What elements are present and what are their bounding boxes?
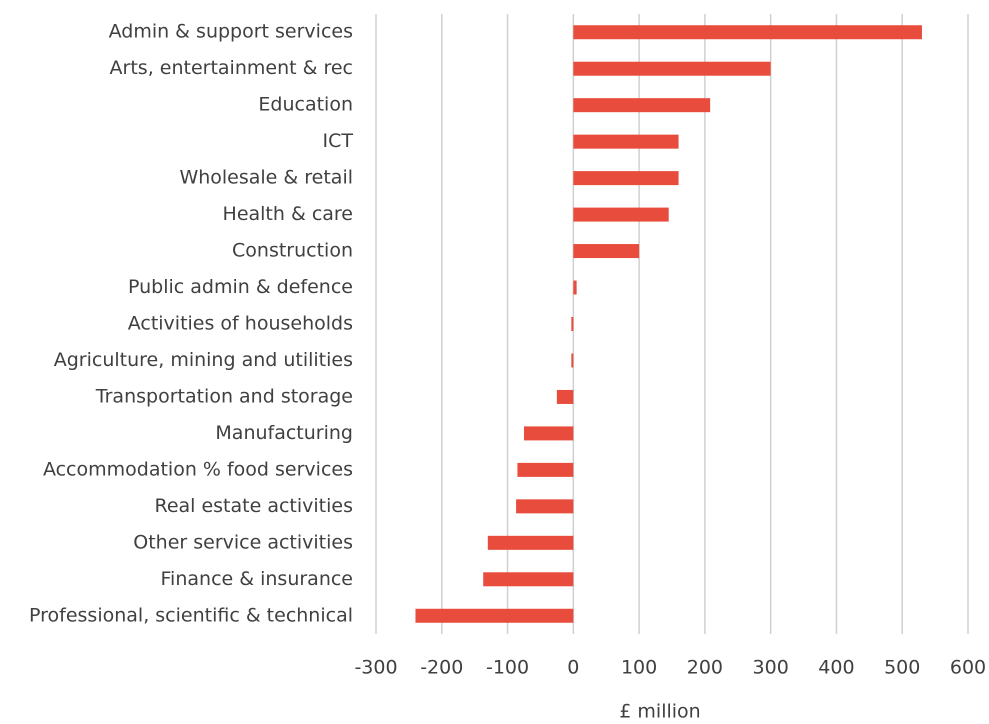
x-tick-label: -200 [420,657,463,679]
bar [573,207,669,222]
y-tick-label: Health & care [223,203,353,225]
bar [573,98,711,113]
x-tick-label: 500 [884,657,920,679]
y-tick-label: Activities of households [128,313,353,335]
y-tick-label: Accommodation % food services [43,458,353,480]
x-tick-label: 400 [818,657,854,679]
y-tick-label: Professional, scientific & technical [29,604,353,626]
y-tick-label: Public admin & defence [128,276,353,298]
x-tick-label: 0 [567,657,579,679]
y-tick-label: Education [258,94,353,116]
bar [415,608,574,623]
bar [573,244,640,259]
bar [573,171,679,186]
bar [524,426,574,441]
y-tick-label: Other service activities [133,531,353,553]
bar [573,280,577,295]
bar [573,25,922,40]
bar [573,134,679,149]
bar [556,389,574,404]
y-tick-label: Transportation and storage [95,385,353,407]
bar [483,572,574,587]
x-tick-label: 300 [753,657,789,679]
bar [517,462,574,477]
x-tick-label: 600 [950,657,986,679]
bar [487,535,574,550]
y-tick-label: Construction [232,240,353,262]
x-tick-label: -100 [486,657,529,679]
x-tick-label: 100 [621,657,657,679]
bar [573,61,771,76]
y-tick-label: Agriculture, mining and utilities [54,349,353,371]
bar [571,353,574,368]
x-tick-label: 200 [687,657,723,679]
y-tick-label: Real estate activities [154,495,353,517]
x-tick-label: -300 [354,657,397,679]
y-tick-label: Manufacturing [215,422,353,444]
bar [516,499,574,514]
y-tick-label: Arts, entertainment & rec [110,57,353,79]
bar [571,317,574,331]
y-tick-label: Admin & support services [109,21,353,43]
y-tick-label: ICT [323,130,354,152]
y-tick-label: Finance & insurance [161,568,353,590]
x-axis-label: £ million [619,701,700,723]
y-tick-label: Wholesale & retail [179,167,353,189]
